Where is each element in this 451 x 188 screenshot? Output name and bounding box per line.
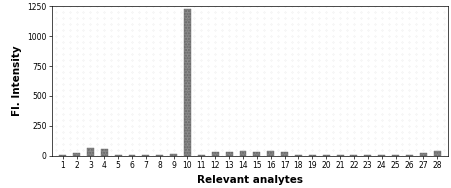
Bar <box>336 155 344 156</box>
Bar <box>378 155 385 156</box>
Bar <box>239 151 246 156</box>
Bar <box>87 148 94 156</box>
Bar <box>406 155 413 156</box>
Bar <box>434 151 441 156</box>
Bar <box>226 152 233 156</box>
Bar <box>198 155 205 156</box>
Bar <box>101 149 108 156</box>
Bar <box>281 152 288 156</box>
Bar <box>420 153 427 156</box>
Bar <box>323 155 330 156</box>
Bar <box>364 155 371 156</box>
Bar <box>309 155 316 156</box>
Bar <box>184 9 191 156</box>
Bar <box>267 151 274 156</box>
Bar <box>115 155 122 156</box>
Bar <box>129 155 135 156</box>
Bar <box>253 152 260 156</box>
Bar <box>212 152 219 156</box>
Bar <box>392 155 399 156</box>
X-axis label: Relevant analytes: Relevant analytes <box>197 175 303 185</box>
Bar <box>170 154 177 156</box>
Bar <box>295 155 302 156</box>
Bar <box>350 155 357 156</box>
Y-axis label: Fl. Intensity: Fl. Intensity <box>12 46 22 116</box>
Bar <box>143 155 149 156</box>
Bar <box>156 155 163 156</box>
Bar <box>59 155 66 156</box>
Bar <box>73 153 80 156</box>
